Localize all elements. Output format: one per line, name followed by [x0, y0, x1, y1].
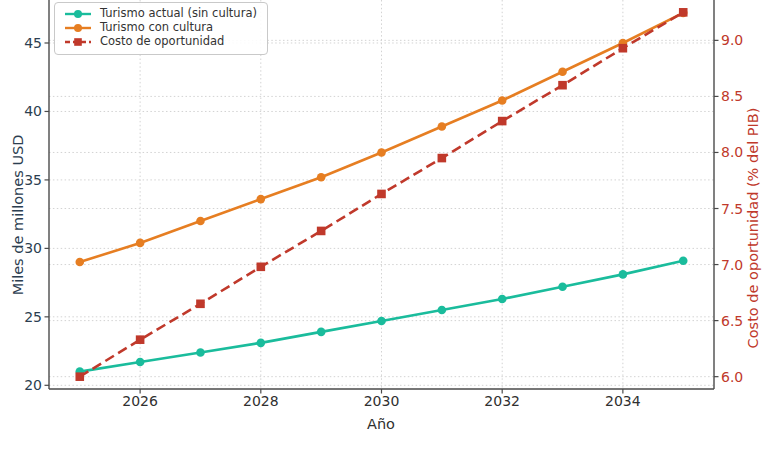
marker-costo-de-oportunidad-2035: [679, 8, 688, 17]
marker-turismo-con-cultura-2033: [558, 67, 567, 76]
legend-item-turismo-actual: Turismo actual (sin cultura): [63, 7, 257, 21]
marker-turismo-actual-sin-cultura-2030: [377, 317, 386, 326]
marker-turismo-actual-sin-cultura-2026: [136, 358, 145, 367]
legend-label: Costo de oportunidad: [100, 36, 224, 48]
y-tick-label-right-9.0: 9.0: [721, 32, 743, 48]
y-tick-label-left-30: 30: [24, 240, 42, 256]
chart-figure: 20 25 30 35 40 45 6.0 6.5 7.0 7.5 8.0 8.5 9.0 2026 202…: [0, 0, 768, 456]
marker-costo-de-oportunidad-2031: [438, 154, 447, 163]
legend-sample-line-icon: [63, 35, 93, 49]
x-tick-label-2026: 2026: [122, 393, 158, 409]
x-tick-label-2030: 2030: [364, 393, 400, 409]
y-axis-label-left: Miles de millones USD: [11, 135, 26, 296]
marker-turismo-con-cultura-2030: [377, 148, 386, 157]
y-tick-label-left-40: 40: [24, 103, 42, 119]
marker-turismo-con-cultura-2031: [438, 122, 447, 131]
x-tick-label-2032: 2032: [484, 393, 520, 409]
y-tick-label-right-7.0: 7.0: [721, 257, 743, 273]
x-axis-label: Año: [367, 417, 395, 432]
marker-turismo-actual-sin-cultura-2032: [498, 295, 507, 304]
y-tick-label-left-35: 35: [24, 172, 42, 188]
legend-sample-circle-marker: [74, 10, 82, 18]
marker-turismo-actual-sin-cultura-2035: [679, 256, 688, 265]
y-axis-label-right: Costo de oportunidad (% del PIB): [746, 108, 761, 349]
y-tick-label-right-6.0: 6.0: [721, 369, 743, 385]
marker-turismo-actual-sin-cultura-2034: [619, 270, 628, 279]
y-tick-label-right-8.5: 8.5: [721, 88, 743, 104]
marker-costo-de-oportunidad-2030: [377, 190, 386, 199]
marker-costo-de-oportunidad-2029: [317, 227, 326, 236]
marker-costo-de-oportunidad-2025: [75, 372, 84, 381]
x-tick-label-2034: 2034: [605, 393, 641, 409]
marker-costo-de-oportunidad-2034: [619, 44, 628, 53]
marker-turismo-con-cultura-2029: [317, 173, 326, 182]
legend-sample-circle-marker: [74, 24, 82, 32]
marker-costo-de-oportunidad-2033: [558, 81, 567, 90]
x-tick-label-2028: 2028: [243, 393, 279, 409]
marker-costo-de-oportunidad-2027: [196, 300, 205, 309]
marker-turismo-actual-sin-cultura-2029: [317, 328, 326, 337]
plot-area: 20 25 30 35 40 45 6.0 6.5 7.0 7.5 8.0 8.5 9.0 2026 202…: [0, 0, 768, 456]
marker-costo-de-oportunidad-2026: [136, 335, 145, 344]
y-tick-label-right-8.0: 8.0: [721, 144, 743, 160]
legend-sample-square-marker: [74, 38, 82, 46]
legend-label: Turismo con cultura: [100, 22, 213, 34]
marker-turismo-actual-sin-cultura-2033: [558, 282, 567, 291]
marker-turismo-con-cultura-2032: [498, 96, 507, 105]
marker-turismo-con-cultura-2026: [136, 239, 145, 248]
y-tick-label-right-6.5: 6.5: [721, 313, 743, 329]
y-tick-label-right-7.5: 7.5: [721, 201, 743, 217]
legend-sample-line-icon: [63, 7, 93, 21]
marker-turismo-con-cultura-2027: [196, 217, 205, 226]
legend: Turismo actual (sin cultura) Turismo con…: [54, 2, 268, 55]
marker-turismo-actual-sin-cultura-2027: [196, 348, 205, 357]
marker-turismo-actual-sin-cultura-2028: [257, 339, 266, 348]
marker-turismo-con-cultura-2025: [75, 258, 84, 267]
y-tick-label-left-25: 25: [24, 309, 42, 325]
marker-costo-de-oportunidad-2028: [257, 263, 266, 272]
marker-turismo-con-cultura-2028: [257, 195, 266, 204]
legend-item-turismo-con-cultura: Turismo con cultura: [63, 21, 257, 35]
legend-sample-line-icon: [63, 21, 93, 35]
y-tick-label-left-20: 20: [24, 377, 42, 393]
marker-costo-de-oportunidad-2032: [498, 117, 507, 126]
marker-turismo-actual-sin-cultura-2031: [438, 306, 447, 315]
legend-item-costo-oportunidad: Costo de oportunidad: [63, 35, 257, 49]
legend-label: Turismo actual (sin cultura): [100, 8, 257, 20]
y-tick-label-left-45: 45: [24, 35, 42, 51]
